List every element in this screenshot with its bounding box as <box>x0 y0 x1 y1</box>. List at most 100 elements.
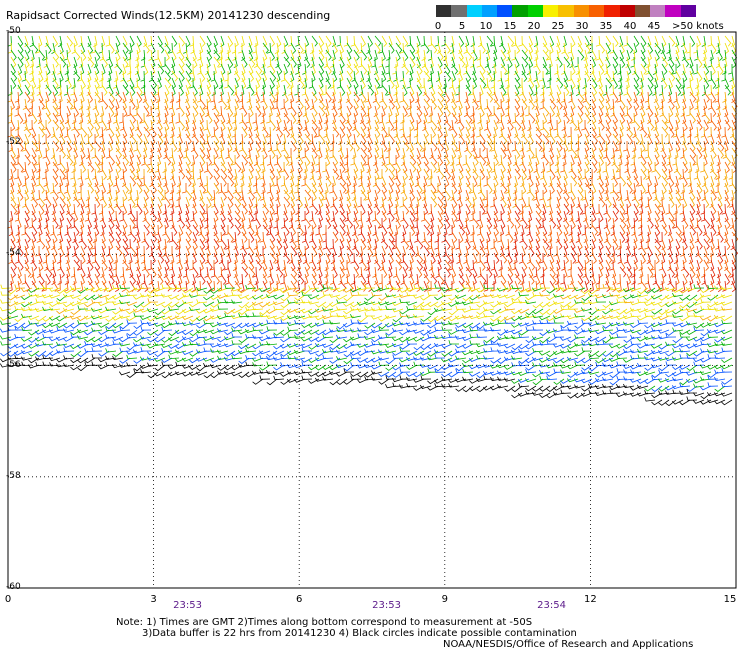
wind-barb <box>682 154 688 166</box>
wind-barb <box>400 154 406 166</box>
wind-barb <box>224 284 236 289</box>
wind-barb <box>409 49 416 61</box>
wind-barb <box>108 252 114 264</box>
wind-barb <box>513 182 518 194</box>
wind-barb <box>52 175 59 187</box>
wind-barb <box>62 314 75 319</box>
wind-barb <box>29 35 35 47</box>
wind-barb <box>562 98 568 111</box>
wind-barb <box>464 91 469 103</box>
wind-barb <box>391 322 404 327</box>
wind-barb <box>108 91 116 103</box>
wind-barb <box>500 147 507 159</box>
wind-barb <box>385 329 397 336</box>
wind-barb <box>308 336 320 342</box>
wind-barb <box>213 77 219 90</box>
wind-barb <box>472 189 477 202</box>
wind-barb <box>486 35 494 47</box>
wind-barb <box>258 336 271 342</box>
wind-barb <box>448 329 460 335</box>
wind-barb <box>108 98 115 110</box>
wind-barb <box>493 245 499 258</box>
wind-barb <box>560 313 572 318</box>
wind-barb <box>269 119 276 131</box>
wind-barb <box>465 126 471 139</box>
wind-barb <box>465 203 471 215</box>
wind-barb <box>409 42 416 54</box>
wind-barb <box>42 133 47 145</box>
wind-barb <box>338 49 343 62</box>
wind-barb <box>261 63 266 76</box>
wind-barb <box>288 217 294 229</box>
wind-barb <box>13 294 26 299</box>
wind-barb <box>70 350 82 358</box>
wind-barb <box>248 84 255 96</box>
wind-barb <box>283 252 291 264</box>
wind-barb <box>381 210 387 222</box>
wind-barb <box>360 63 368 75</box>
wind-barb <box>721 70 726 82</box>
wind-barb <box>21 313 33 319</box>
wind-barb <box>437 217 444 229</box>
wind-barb <box>231 308 243 314</box>
wind-barb <box>674 147 679 159</box>
wind-barb <box>136 175 143 187</box>
wind-barb <box>318 49 325 61</box>
wind-barb <box>7 42 13 54</box>
wind-barb <box>157 217 163 229</box>
wind-barb <box>510 349 523 354</box>
wind-barb <box>604 105 609 118</box>
wind-barb <box>420 35 425 47</box>
wind-barb <box>252 362 264 367</box>
wind-barb <box>604 175 609 188</box>
wind-barb <box>399 119 404 131</box>
wind-barb <box>399 329 411 336</box>
wind-barb <box>696 119 703 131</box>
wind-barb <box>645 231 650 243</box>
legend-swatch <box>466 5 482 17</box>
wind-barb <box>689 224 697 236</box>
wind-barb <box>150 56 156 69</box>
wind-barb <box>689 84 694 97</box>
wind-barb <box>408 266 413 279</box>
wind-barb <box>441 35 446 47</box>
wind-barb <box>548 238 553 251</box>
wind-barb <box>281 217 286 229</box>
wind-barb <box>496 287 509 292</box>
wind-barb <box>238 336 250 344</box>
wind-barb <box>206 77 212 90</box>
wind-barb <box>591 182 597 195</box>
wind-barb <box>315 224 320 236</box>
legend-swatch <box>650 5 666 17</box>
wind-barb <box>675 168 682 180</box>
wind-barb <box>701 35 706 47</box>
wind-barb <box>514 273 522 285</box>
wind-barb <box>388 238 396 250</box>
wind-barb <box>639 77 644 90</box>
wind-barb <box>52 161 59 173</box>
wind-barb <box>237 349 250 355</box>
legend-label: 40 <box>623 21 637 32</box>
wind-barb <box>450 154 455 166</box>
wind-barb <box>343 35 349 47</box>
wind-barb <box>119 322 131 330</box>
wind-barb <box>588 354 600 360</box>
wind-barb <box>310 42 315 54</box>
wind-barb <box>336 334 348 339</box>
wind-barb <box>168 306 180 311</box>
wind-barb <box>702 42 707 55</box>
wind-barb <box>470 42 476 54</box>
wind-barb <box>73 56 78 69</box>
wind-barb <box>164 154 172 166</box>
wind-barb <box>437 91 445 103</box>
wind-barb <box>325 35 332 47</box>
wind-barb <box>637 348 649 354</box>
wind-barb <box>302 42 307 54</box>
wind-barb <box>205 105 210 117</box>
wind-barb <box>710 91 716 103</box>
wind-barb <box>548 175 553 188</box>
legend-swatch <box>573 5 589 17</box>
wind-barb <box>112 175 118 187</box>
wind-barb <box>514 203 521 215</box>
wind-barb <box>413 133 418 145</box>
